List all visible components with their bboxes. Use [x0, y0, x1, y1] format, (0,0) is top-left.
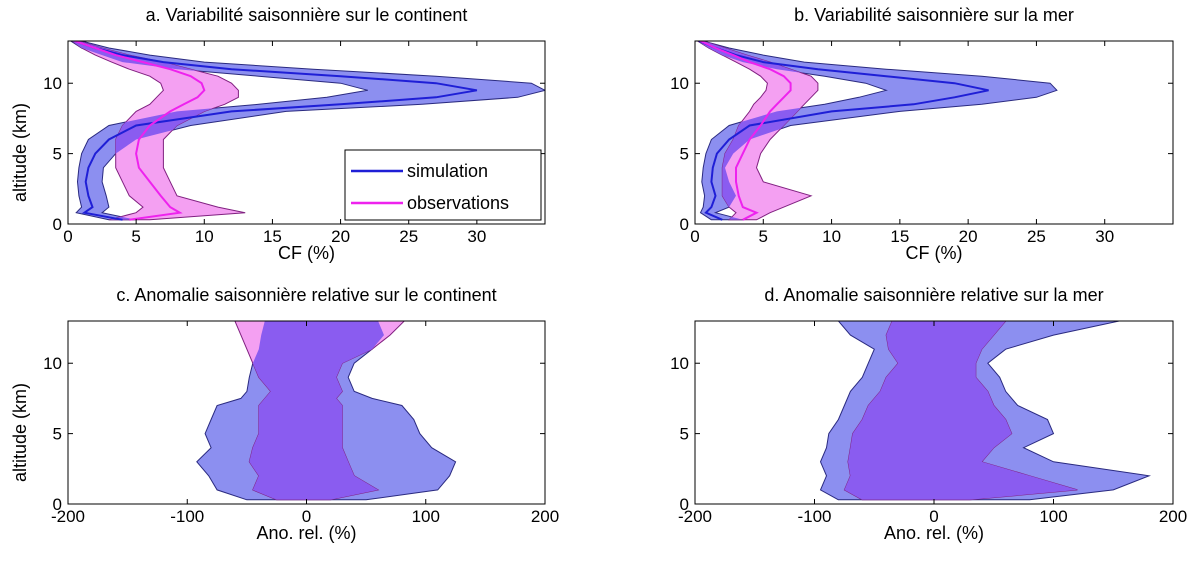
panel-c: -200 -100 0 100 200 0 5 10 c. Anomalie saisonniè… [10, 285, 559, 543]
chart-title: d. Anomalie saisonnière relative sur la … [764, 285, 1103, 305]
panel-a: 0 5 10 15 20 25 30 0 5 10 a. Variabilité saisonniè… [10, 5, 546, 263]
x-tick-label: 0 [302, 507, 311, 526]
x-tick-label: 5 [131, 227, 140, 246]
observations-line [700, 41, 792, 221]
simulation-line [74, 41, 478, 221]
y-tick-label: 5 [680, 145, 689, 164]
x-tick-label: 0 [929, 507, 938, 526]
overlap-band [844, 321, 1078, 500]
legend-simulation-label: simulation [407, 161, 488, 181]
x-tick-label: 10 [822, 227, 841, 246]
x-tick-label: 15 [263, 227, 282, 246]
x-axis-label: CF (%) [906, 243, 963, 263]
x-tick-label: 15 [890, 227, 909, 246]
y-axis-label: altitude (km) [10, 103, 30, 202]
panel-d: -200 -100 0 100 200 0 5 10 d. Anomalie saisonniè… [670, 285, 1187, 543]
x-tick-label: 25 [1027, 227, 1046, 246]
x-tick-label: 25 [399, 227, 418, 246]
legend-observations-label: observations [407, 193, 509, 213]
chart-title: c. Anomalie saisonnière relative sur le … [116, 285, 496, 305]
y-tick-label: 10 [670, 74, 689, 93]
y-tick-label: 5 [53, 425, 62, 444]
chart-title: b. Variabilité saisonnière sur la mer [794, 5, 1074, 25]
x-axis-label: Ano. rel. (%) [884, 523, 984, 543]
legend-box [344, 149, 542, 221]
chart-title: a. Variabilité saisonnière sur le contin… [146, 5, 468, 25]
x-tick-label: -200 [678, 507, 712, 526]
x-tick-label: -200 [51, 507, 85, 526]
simulation-line [698, 41, 989, 221]
x-axis-label: Ano. rel. (%) [256, 523, 356, 543]
x-tick-label: 20 [959, 227, 978, 246]
y-tick-label: 10 [43, 74, 62, 93]
y-tick-label: 5 [53, 145, 62, 164]
x-tick-label: 0 [63, 227, 72, 246]
x-tick-label: 200 [531, 507, 559, 526]
x-tick-label: 30 [1095, 227, 1114, 246]
legend: simulation observations [344, 149, 542, 221]
x-tick-label: -100 [797, 507, 831, 526]
x-tick-label: 20 [331, 227, 350, 246]
overlap-band [234, 321, 405, 500]
y-tick-label: 0 [53, 215, 62, 234]
y-tick-label: 10 [670, 354, 689, 373]
y-tick-label: 10 [43, 354, 62, 373]
x-tick-label: 200 [1159, 507, 1187, 526]
axes-frame [694, 40, 1174, 225]
simulation-band [69, 41, 545, 221]
x-tick-label: 100 [412, 507, 440, 526]
x-tick-label: 100 [1039, 507, 1067, 526]
y-axis-label: altitude (km) [10, 383, 30, 482]
x-tick-label: 0 [690, 227, 699, 246]
panel-b: 0 5 10 15 20 25 30 0 5 10 b. Variabilité saisonniè… [670, 5, 1174, 263]
x-axis-label: CF (%) [278, 243, 335, 263]
x-tick-label: 30 [467, 227, 486, 246]
y-tick-label: 0 [680, 215, 689, 234]
y-tick-label: 0 [680, 495, 689, 514]
y-tick-label: 5 [680, 425, 689, 444]
x-tick-label: 5 [759, 227, 768, 246]
observations-line [74, 41, 206, 221]
x-tick-label: 10 [195, 227, 214, 246]
axes-frame [67, 40, 546, 225]
y-tick-label: 0 [53, 495, 62, 514]
x-tick-label: -100 [170, 507, 204, 526]
